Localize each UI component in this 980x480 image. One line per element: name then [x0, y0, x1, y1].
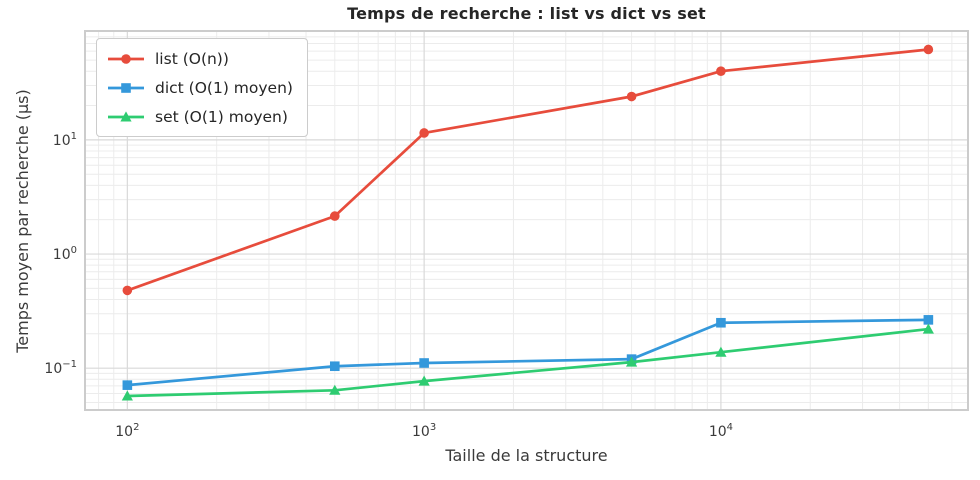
- circle-marker: [923, 44, 934, 55]
- circle-marker: [419, 128, 429, 138]
- y-axis-label: Temps moyen par recherche (µs): [13, 89, 32, 353]
- y-tick-label: 10−1: [44, 359, 77, 377]
- square-marker: [923, 315, 934, 325]
- x-axis-label: Taille de la structure: [445, 446, 608, 465]
- legend-item: list (O(n)): [107, 46, 293, 71]
- square-marker: [121, 82, 131, 93]
- x-tick-label: 104: [709, 422, 733, 440]
- series-square: [122, 315, 934, 390]
- series-triangle: [121, 323, 934, 401]
- legend-item: dict (O(1) moyen): [107, 75, 293, 100]
- x-tick-label: 103: [412, 422, 436, 440]
- y-tick-label: 101: [53, 131, 77, 149]
- plot-frame: [84, 30, 969, 411]
- y-tick-label: 100: [53, 245, 77, 263]
- series-line: [127, 318, 929, 387]
- series-circle: [122, 44, 934, 296]
- triangle-marker: [715, 346, 727, 357]
- legend-marker-sample: [108, 82, 144, 93]
- circle-marker: [121, 53, 131, 64]
- square-marker: [329, 361, 340, 372]
- circle-marker: [716, 66, 726, 76]
- square-marker: [419, 358, 429, 368]
- triangle-marker: [121, 390, 133, 401]
- triangle-marker: [625, 356, 638, 367]
- legend-label: set (O(1) moyen): [155, 107, 288, 126]
- legend-label: list (O(n)): [155, 49, 229, 68]
- circle-marker: [329, 211, 340, 221]
- triangle-marker: [922, 323, 934, 334]
- circle-marker: [626, 91, 637, 102]
- series-line: [126, 48, 929, 292]
- legend-marker-sample: [108, 110, 144, 121]
- triangle-marker: [120, 110, 132, 121]
- x-tick-label: 102: [115, 422, 139, 440]
- legend-item: set (O(1) moyen): [107, 104, 293, 129]
- triangle-marker: [329, 384, 341, 395]
- legend: list (O(n)) dict (O(1) moyen) set (O(1) mo…: [96, 38, 308, 137]
- legend-label: dict (O(1) moyen): [155, 78, 293, 97]
- legend-marker-sample: [108, 53, 144, 64]
- chart-title: Temps de recherche : list vs dict vs set: [347, 4, 706, 23]
- circle-marker: [122, 285, 133, 296]
- series-line: [127, 327, 929, 398]
- square-marker: [716, 317, 726, 328]
- triangle-marker: [418, 375, 430, 386]
- square-marker: [122, 380, 133, 390]
